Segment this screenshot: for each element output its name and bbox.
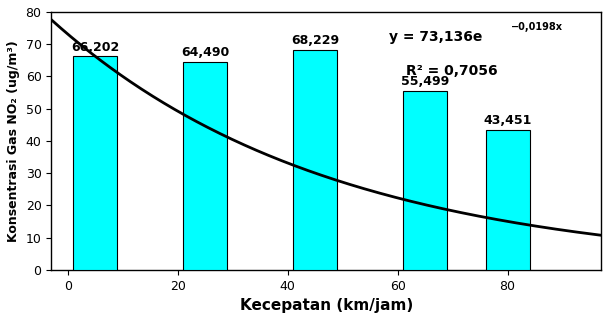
Bar [486, 130, 530, 270]
Text: 66,202: 66,202 [71, 41, 119, 54]
Text: 43,451: 43,451 [483, 114, 532, 127]
Bar [403, 91, 447, 270]
Text: y = 73,136e: y = 73,136e [389, 30, 483, 44]
Text: 68,229: 68,229 [291, 34, 339, 47]
X-axis label: Kecepatan (km/jam): Kecepatan (km/jam) [240, 298, 413, 313]
Bar [73, 56, 117, 270]
Text: R² = 0,7056: R² = 0,7056 [406, 63, 497, 77]
Bar [183, 62, 227, 270]
Bar [293, 50, 337, 270]
Text: −0,0198x: −0,0198x [511, 22, 564, 32]
Text: 55,499: 55,499 [401, 75, 449, 88]
Y-axis label: Konsentrasi Gas NO₂ (ug/m³): Konsentrasi Gas NO₂ (ug/m³) [7, 40, 20, 242]
Text: 64,490: 64,490 [181, 46, 229, 59]
